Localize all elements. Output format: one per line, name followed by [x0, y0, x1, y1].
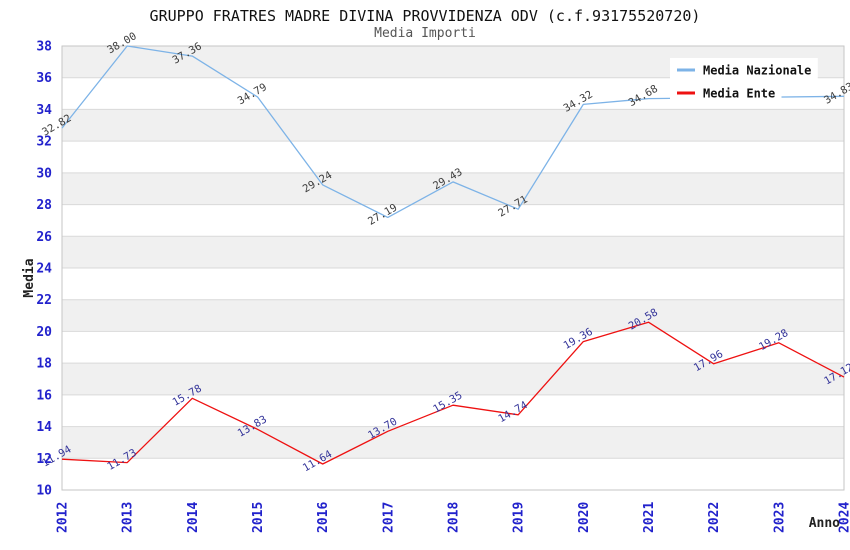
series-line-media-nazionale	[61, 45, 845, 219]
chart-subtitle: Media Importi	[374, 26, 476, 41]
x-tick-label: 2023	[772, 502, 787, 533]
y-axis-title: Media	[22, 258, 37, 297]
y-tick-label: 22	[36, 293, 52, 308]
series-line-media-ente	[61, 321, 845, 465]
x-tick-label: 2016	[316, 502, 331, 533]
plot-band	[62, 331, 844, 364]
y-tick-label: 16	[36, 388, 52, 403]
plot-border	[61, 45, 845, 491]
y-tick-label: 12	[36, 452, 52, 467]
x-tick-label: 2012	[56, 502, 71, 533]
legend-label: Media Ente	[703, 87, 775, 101]
x-tick-label: 2018	[447, 502, 462, 533]
plot-band	[62, 394, 844, 427]
y-tick-label: 36	[36, 71, 52, 86]
y-tick-label: 20	[36, 325, 52, 340]
y-tick-label: 38	[36, 40, 52, 55]
legend-item-bg	[670, 58, 818, 81]
x-tick-label: 2017	[381, 502, 396, 533]
y-tick-label: 34	[36, 103, 52, 118]
y-tick-label: 32	[36, 135, 52, 150]
plot-band	[62, 268, 844, 300]
plot-band	[62, 172, 844, 205]
plot-band	[62, 109, 844, 142]
x-tick-label: 2020	[577, 502, 592, 533]
y-tick-label: 24	[36, 262, 52, 277]
plot-band	[62, 426, 844, 459]
x-tick-label: 2014	[186, 502, 201, 533]
plot-band	[62, 458, 844, 490]
y-tick-label: 10	[36, 484, 52, 499]
x-tick-label: 2015	[251, 502, 266, 533]
plot-band	[62, 141, 844, 173]
y-tick-label: 28	[36, 198, 52, 213]
chart-title: GRUPPO FRATRES MADRE DIVINA PROVVIDENZA …	[149, 7, 701, 25]
x-tick-label: 2019	[512, 502, 527, 533]
x-tick-label: 2013	[121, 502, 136, 533]
x-tick-label: 2021	[642, 502, 657, 533]
legend-item-bg	[670, 81, 782, 104]
y-tick-label: 30	[36, 166, 52, 181]
plot-band	[62, 363, 844, 395]
legend-label: Media Nazionale	[703, 64, 811, 78]
x-tick-label: 2022	[707, 502, 722, 533]
y-tick-label: 14	[36, 420, 52, 435]
y-tick-label: 26	[36, 230, 52, 245]
plot-band	[62, 204, 844, 237]
plot-band	[62, 236, 844, 268]
x-axis-title: Anno	[809, 516, 840, 531]
plot-band	[62, 299, 844, 332]
y-tick-label: 18	[36, 357, 52, 372]
x-tick-label: 2024	[838, 502, 850, 533]
